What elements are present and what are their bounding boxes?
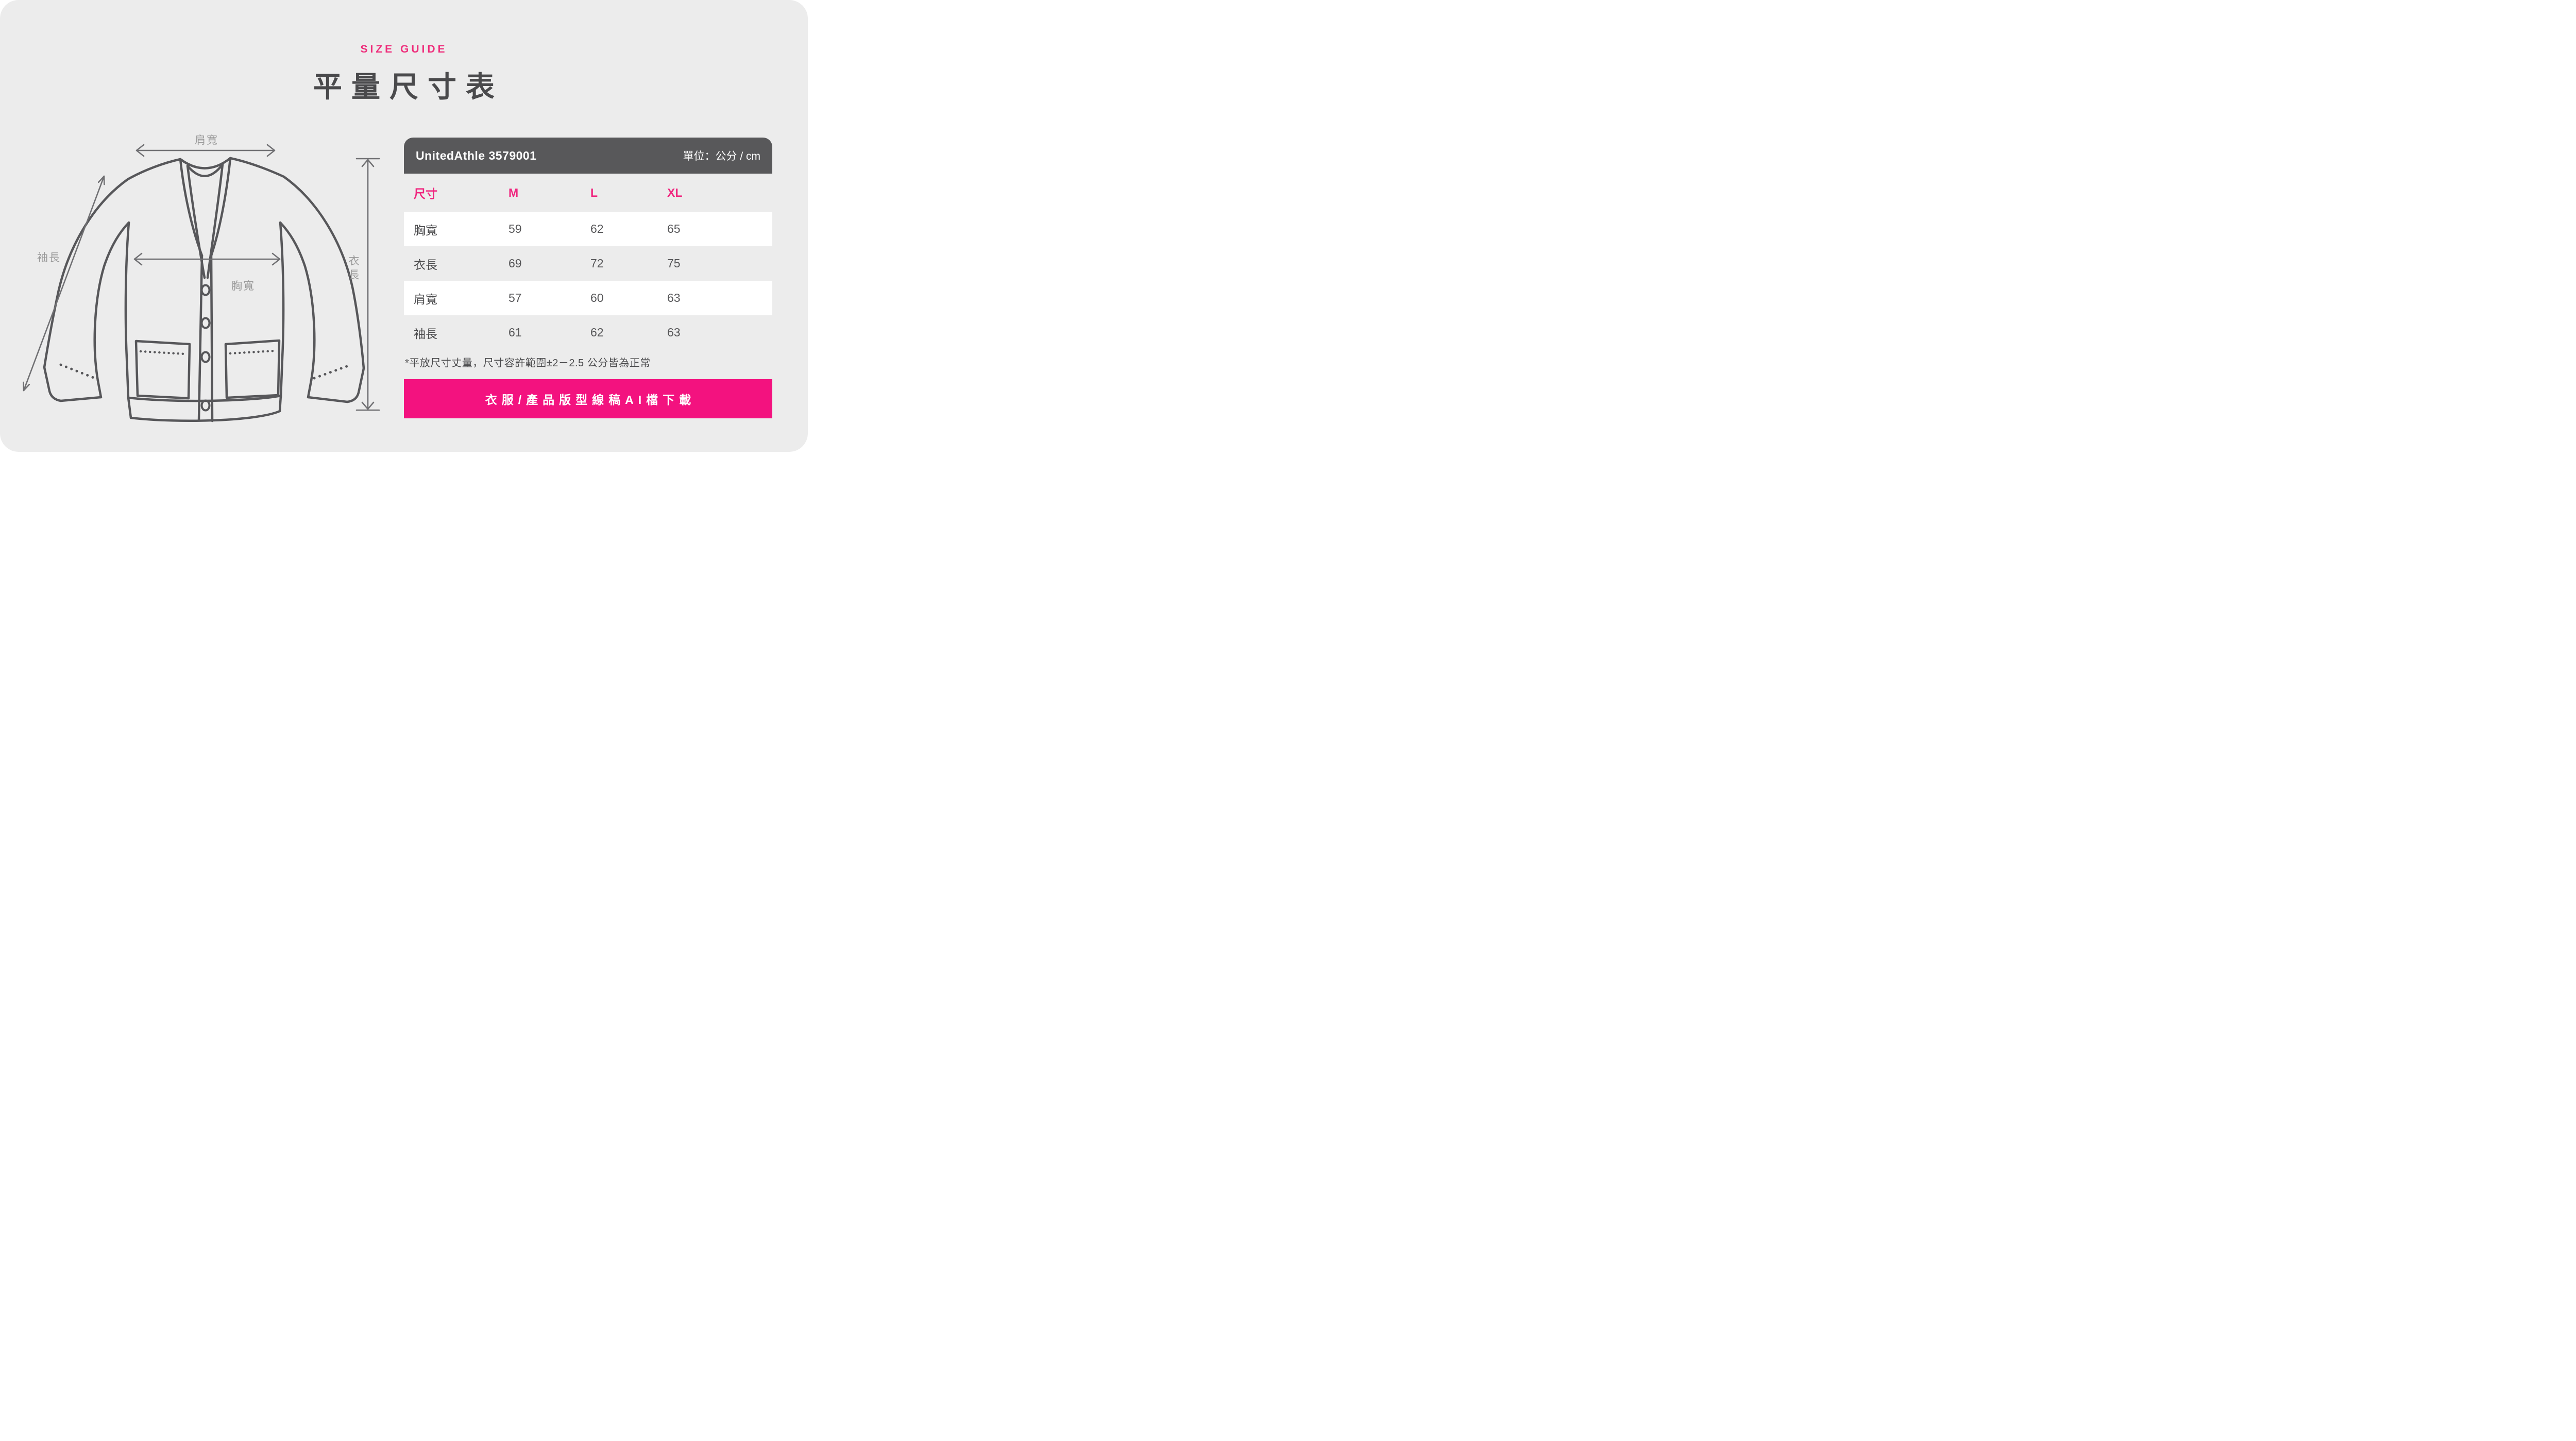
table-row: 袖長 61 62 63 (404, 315, 772, 350)
chest-width-label: 胸寬 (231, 280, 255, 292)
table-row: 衣長 69 72 75 (404, 246, 772, 281)
garment-length-label: 衣長 (347, 255, 359, 283)
cell-value: 61 (509, 326, 522, 339)
page-title: 平量尺寸表 (313, 71, 504, 103)
size-xl: XL (667, 185, 683, 199)
unit-label: 單位：公分 / cm (683, 150, 761, 162)
cell-value: 69 (509, 257, 522, 270)
table-row: 胸寬 59 62 65 (404, 212, 772, 246)
row-label: 肩寬 (414, 292, 437, 306)
row-label: 衣長 (414, 258, 437, 272)
size-column-title: 尺寸 (414, 187, 437, 200)
size-table: UnitedAthle 3579001 單位：公分 / cm 尺寸 M L XL… (404, 138, 772, 350)
size-l: L (590, 185, 598, 199)
cell-value: 60 (590, 291, 604, 304)
table-row: 肩寬 57 60 63 (404, 281, 772, 315)
ai-file-download-button[interactable]: 衣服/產品版型線稿AI檔下載 (404, 379, 772, 418)
cell-value: 59 (509, 222, 522, 235)
row-label: 袖長 (414, 327, 437, 341)
sleeve-length-label: 袖長 (37, 252, 61, 264)
row-label: 胸寬 (414, 223, 437, 237)
cell-value: 72 (590, 257, 604, 270)
cardigan-line-drawing-icon (23, 144, 380, 422)
size-guide-eyebrow: SIZE GUIDE (360, 43, 448, 55)
table-header-bar: UnitedAthle 3579001 單位：公分 / cm (404, 138, 772, 174)
cell-value: 57 (509, 291, 522, 304)
measurement-tolerance-note: *平放尺寸丈量，尺寸容許範圍±2－2.5 公分皆為正常 (405, 358, 651, 369)
cell-value: 62 (590, 326, 604, 339)
shoulder-width-label: 肩寬 (195, 134, 218, 146)
cell-value: 75 (667, 257, 681, 270)
measurement-arrows (23, 144, 380, 411)
size-m: M (509, 185, 519, 199)
size-header-row: 尺寸 M L XL (404, 174, 772, 212)
garment-measurement-diagram: 肩寬 袖長 胸寬 衣長 (10, 126, 402, 435)
size-guide-card: SIZE GUIDE 平量尺寸表 (0, 0, 808, 452)
cell-value: 63 (667, 291, 681, 304)
cell-value: 62 (590, 222, 604, 235)
cell-value: 65 (667, 222, 681, 235)
cell-value: 63 (667, 326, 681, 339)
product-name: UnitedAthle 3579001 (416, 148, 537, 162)
